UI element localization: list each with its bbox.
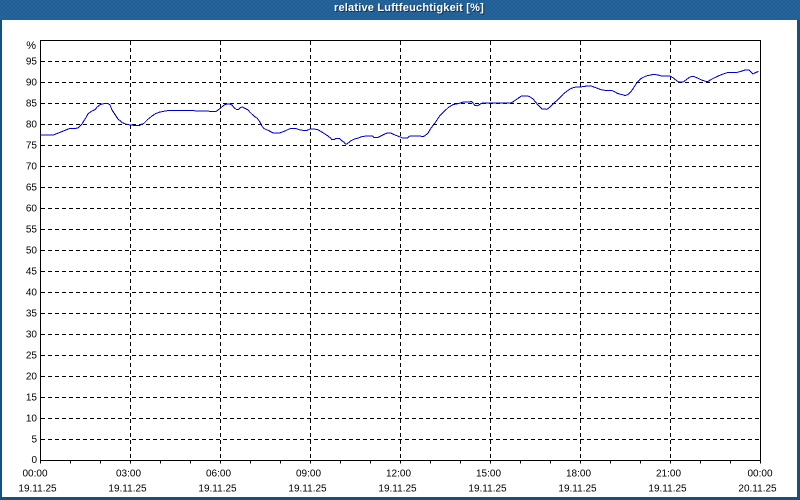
svg-text:00:00: 00:00: [747, 469, 772, 480]
svg-text:19.11.25: 19.11.25: [558, 484, 597, 495]
svg-text:5: 5: [31, 435, 37, 446]
svg-text:75: 75: [26, 141, 38, 152]
svg-text:30: 30: [26, 330, 38, 341]
svg-text:45: 45: [26, 267, 38, 278]
svg-text:19.11.25: 19.11.25: [468, 484, 507, 495]
svg-text:18:00: 18:00: [566, 469, 591, 480]
svg-text:55: 55: [26, 225, 38, 236]
svg-text:19.11.25: 19.11.25: [648, 484, 687, 495]
svg-text:19.11.25: 19.11.25: [18, 484, 57, 495]
svg-text:15: 15: [26, 393, 38, 404]
svg-text:35: 35: [26, 309, 38, 320]
svg-text:70: 70: [26, 162, 38, 173]
svg-text:50: 50: [26, 246, 38, 257]
svg-text:95: 95: [26, 57, 38, 68]
svg-text:60: 60: [26, 204, 38, 215]
svg-text:20: 20: [26, 372, 38, 383]
svg-text:0: 0: [31, 455, 37, 466]
svg-text:19.11.25: 19.11.25: [288, 484, 327, 495]
svg-text:%: %: [26, 40, 36, 52]
svg-text:25: 25: [26, 351, 38, 362]
svg-text:00:00: 00:00: [22, 469, 47, 480]
svg-text:85: 85: [26, 99, 38, 110]
svg-text:19.11.25: 19.11.25: [198, 484, 237, 495]
svg-text:10: 10: [26, 414, 38, 425]
svg-text:09:00: 09:00: [296, 469, 321, 480]
svg-text:80: 80: [26, 120, 38, 131]
svg-text:15:00: 15:00: [476, 469, 501, 480]
svg-text:19.11.25: 19.11.25: [108, 484, 147, 495]
svg-text:06:00: 06:00: [206, 469, 231, 480]
svg-text:20.11.25: 20.11.25: [738, 484, 777, 495]
svg-text:12:00: 12:00: [386, 469, 411, 480]
svg-text:65: 65: [26, 183, 38, 194]
svg-text:03:00: 03:00: [116, 469, 141, 480]
svg-text:19.11.25: 19.11.25: [378, 484, 417, 495]
svg-text:40: 40: [26, 288, 38, 299]
svg-text:21:00: 21:00: [656, 469, 681, 480]
svg-text:90: 90: [26, 78, 38, 89]
